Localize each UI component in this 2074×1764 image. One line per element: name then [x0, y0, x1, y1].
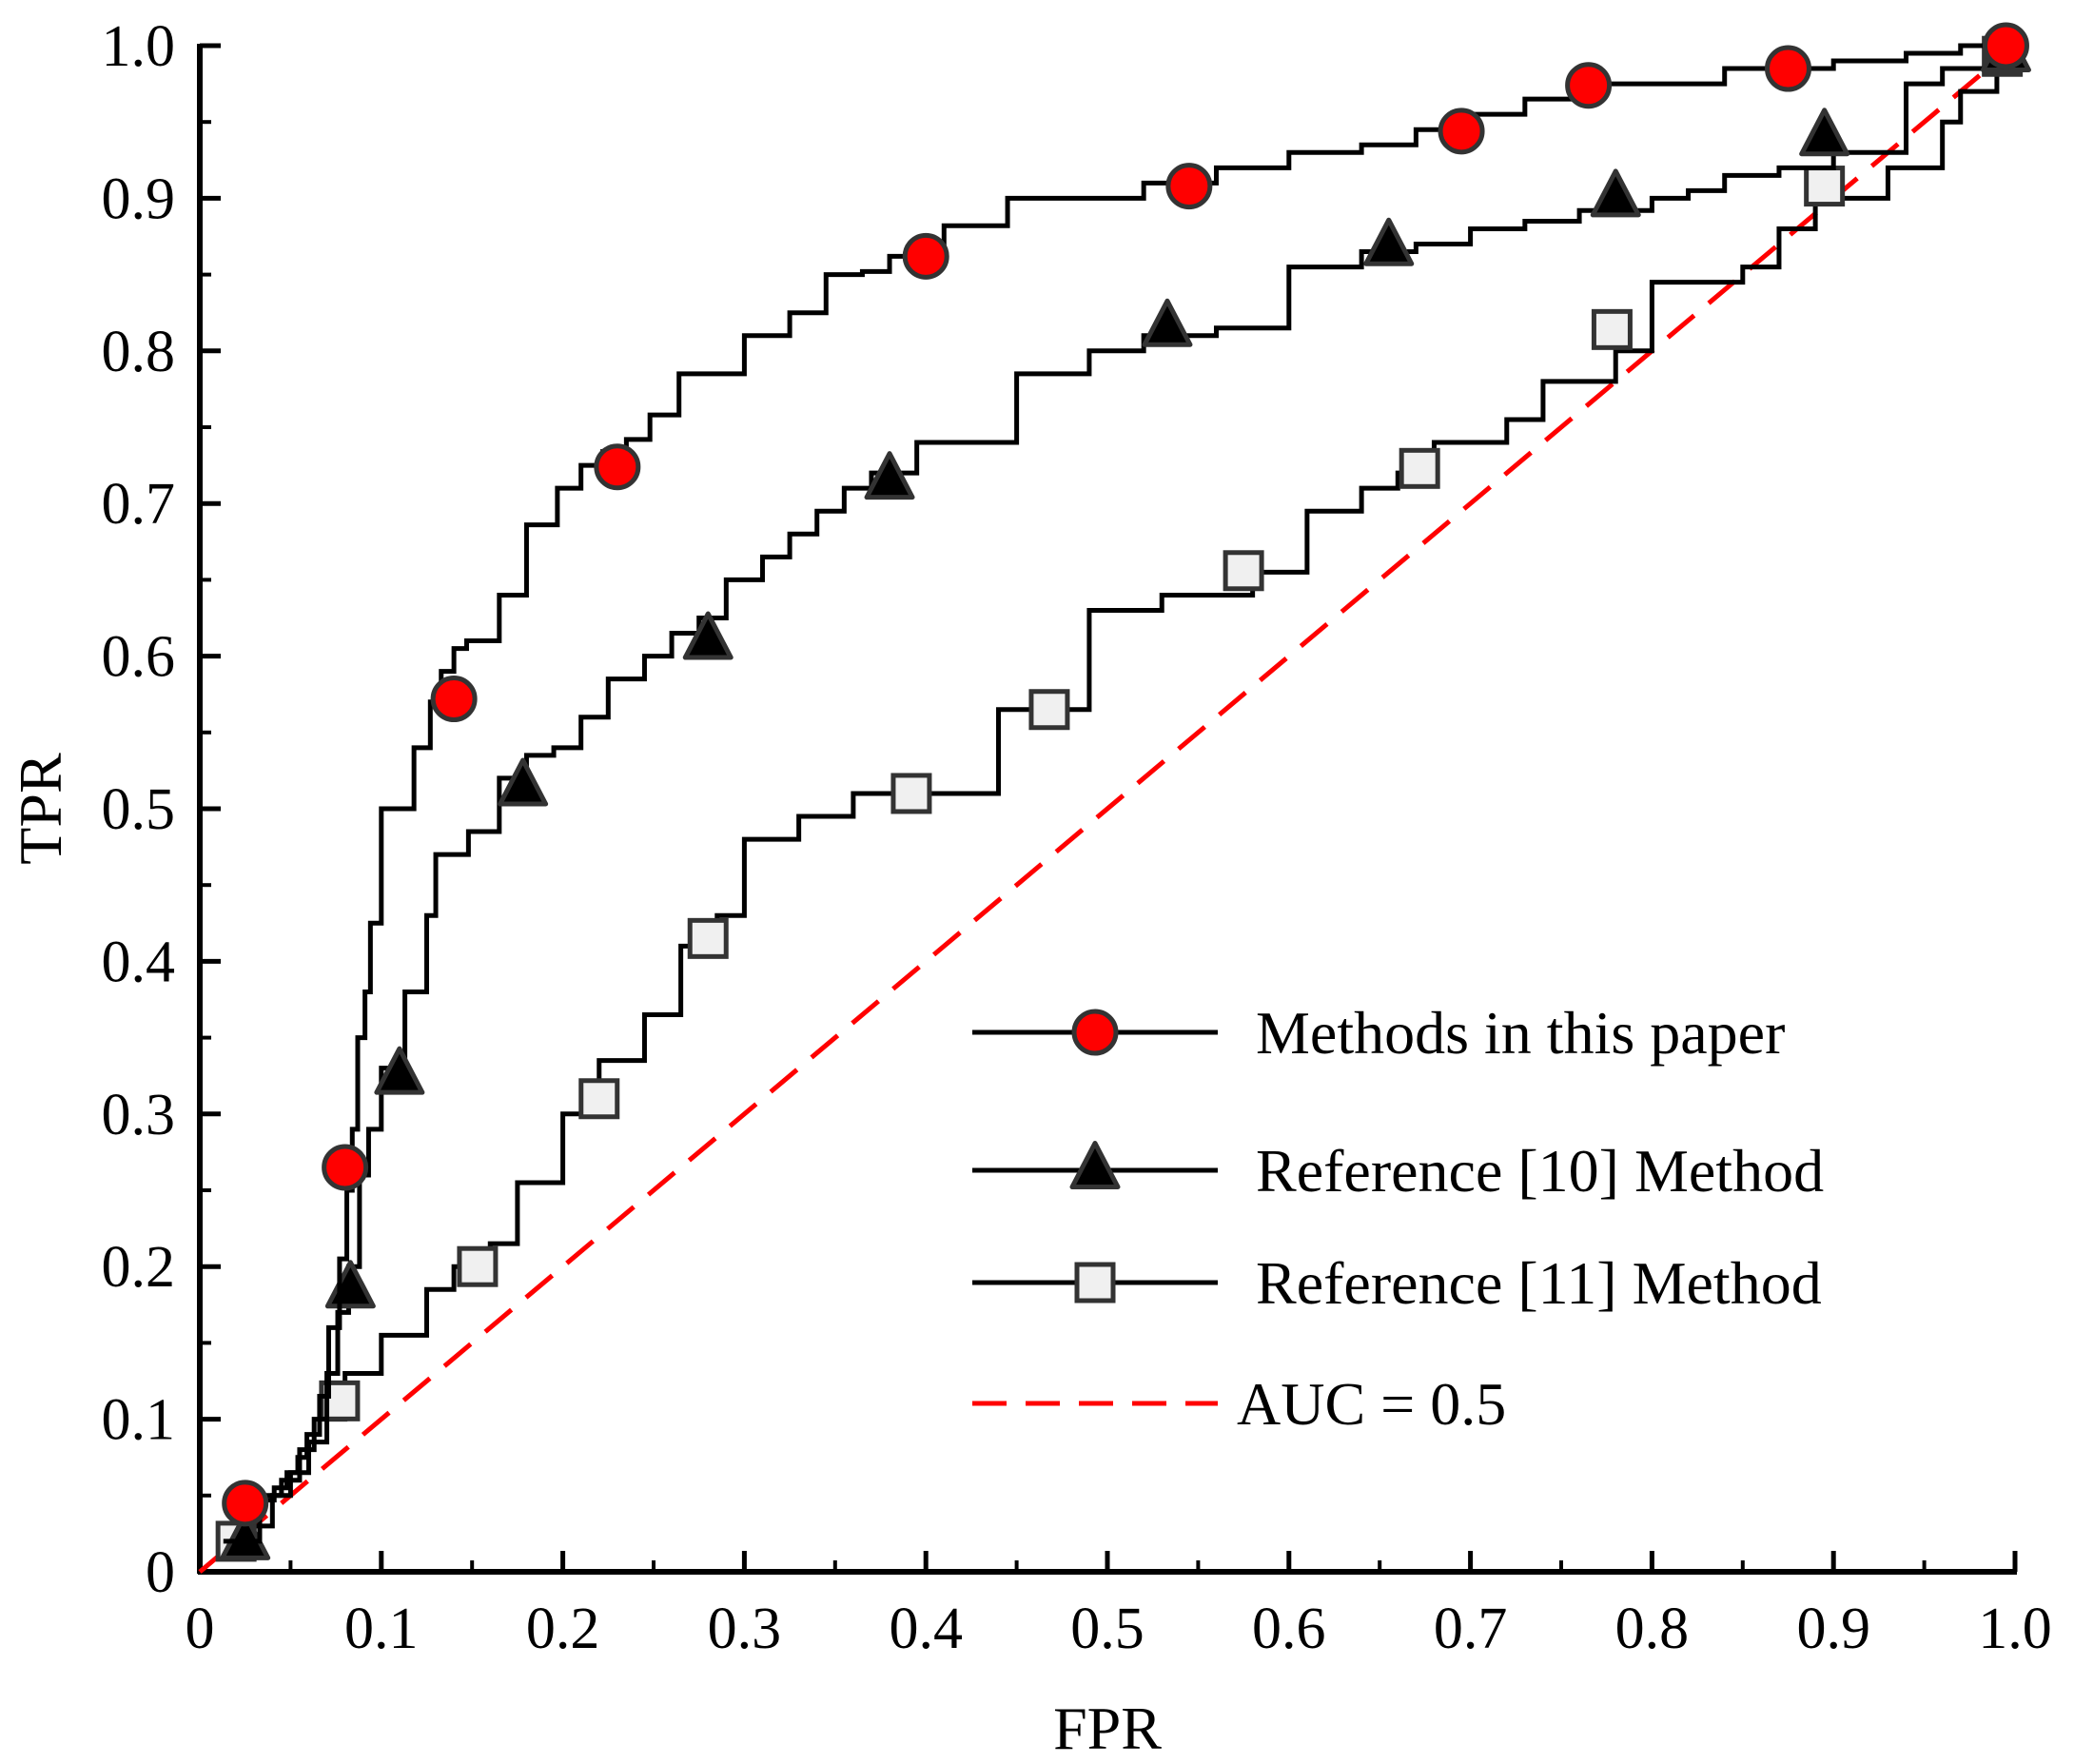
legend-label: AUC = 0.5	[1237, 1370, 1506, 1438]
data-point	[1590, 168, 1641, 218]
data-point	[1591, 308, 1633, 350]
series-methods-in-this-paper	[222, 22, 2029, 1544]
y-tick-label: 0.9	[102, 167, 176, 231]
data-point	[1142, 298, 1193, 347]
y-tick-label: 0.2	[102, 1235, 176, 1300]
x-axis-title: FPR	[1053, 1695, 1162, 1762]
data-point	[1363, 217, 1415, 266]
y-tick-label: 0	[146, 1540, 175, 1605]
series-line	[223, 43, 1997, 1544]
legend-marker	[1074, 1262, 1116, 1303]
data-point	[1804, 166, 1846, 207]
data-point	[890, 773, 932, 814]
plot-series	[198, 22, 2031, 1574]
y-tick-label: 0.7	[102, 472, 176, 537]
data-point	[864, 451, 915, 500]
legend-item-methods-in-this-paper: Methods in this paper	[972, 999, 1785, 1067]
series-reference-10-method	[220, 24, 2031, 1560]
data-point	[687, 917, 729, 959]
x-tick-label: 0.6	[1252, 1597, 1326, 1661]
data-point	[1438, 108, 1485, 155]
data-point	[902, 232, 949, 280]
legend-label: Reference [11] Method	[1256, 1249, 1822, 1317]
data-point	[430, 676, 478, 723]
data-point	[1028, 689, 1070, 731]
data-point	[682, 611, 734, 660]
y-tick-label: 1.0	[102, 14, 176, 79]
data-point	[498, 757, 549, 807]
legend-item-reference-10-method: Reference [10] Method	[972, 1137, 1824, 1205]
data-point	[220, 1511, 271, 1560]
y-axis-title: TPR	[7, 753, 74, 865]
series-line	[223, 66, 1997, 1559]
y-tick-label: 0.8	[102, 320, 176, 384]
x-tick-label: 0.5	[1070, 1597, 1145, 1661]
series-auc-0-5	[198, 44, 2017, 1574]
data-point	[1765, 45, 1811, 92]
x-tick-label: 0.7	[1434, 1597, 1508, 1661]
legend-label: Methods in this paper	[1256, 999, 1785, 1067]
axes: 0 0.1 0.2 0.3 0.4 0.5 0.6 0.7 0.8 0.9 1.0 0 0.1 0.2 0.…	[102, 14, 2052, 1661]
data-point	[1565, 62, 1613, 109]
x-tick-label: 0.2	[526, 1597, 600, 1661]
series-line	[198, 44, 2017, 1574]
x-tick-label: 0.8	[1615, 1597, 1690, 1661]
data-point	[594, 443, 641, 491]
y-tick-label: 0.3	[102, 1083, 176, 1147]
x-tick-label: 0.9	[1796, 1597, 1870, 1661]
data-point	[1165, 163, 1213, 210]
series-line	[223, 61, 2000, 1559]
data-point	[1399, 447, 1440, 489]
x-tick-label: 0	[186, 1597, 215, 1661]
y-tick-label: 0.1	[102, 1388, 176, 1453]
data-point	[222, 1480, 269, 1527]
x-tick-label: 0.1	[344, 1597, 419, 1661]
x-tick-label: 0.3	[708, 1597, 782, 1661]
data-point	[578, 1078, 620, 1120]
y-tick-label: 0.6	[102, 625, 176, 690]
data-point	[322, 1144, 369, 1191]
x-tick-label: 1.0	[1978, 1597, 2052, 1661]
data-point	[1799, 108, 1850, 157]
legend-marker	[1071, 1009, 1119, 1056]
legend-item-auc-0-5: AUC = 0.5	[972, 1370, 1506, 1438]
legend-marker	[1069, 1140, 1121, 1189]
data-point	[324, 1260, 376, 1309]
y-tick-label: 0.4	[102, 930, 176, 994]
legend: Methods in this paper Reference [10] Meth…	[972, 999, 1824, 1438]
legend-item-reference-11-method: Reference [11] Method	[972, 1249, 1822, 1317]
x-tick-label: 0.4	[889, 1597, 963, 1661]
legend-label: Reference [10] Method	[1256, 1137, 1824, 1205]
data-point	[374, 1046, 425, 1095]
data-point	[457, 1245, 499, 1287]
data-point	[1982, 22, 2029, 69]
data-point	[1223, 550, 1264, 592]
y-tick-label: 0.5	[102, 777, 176, 842]
